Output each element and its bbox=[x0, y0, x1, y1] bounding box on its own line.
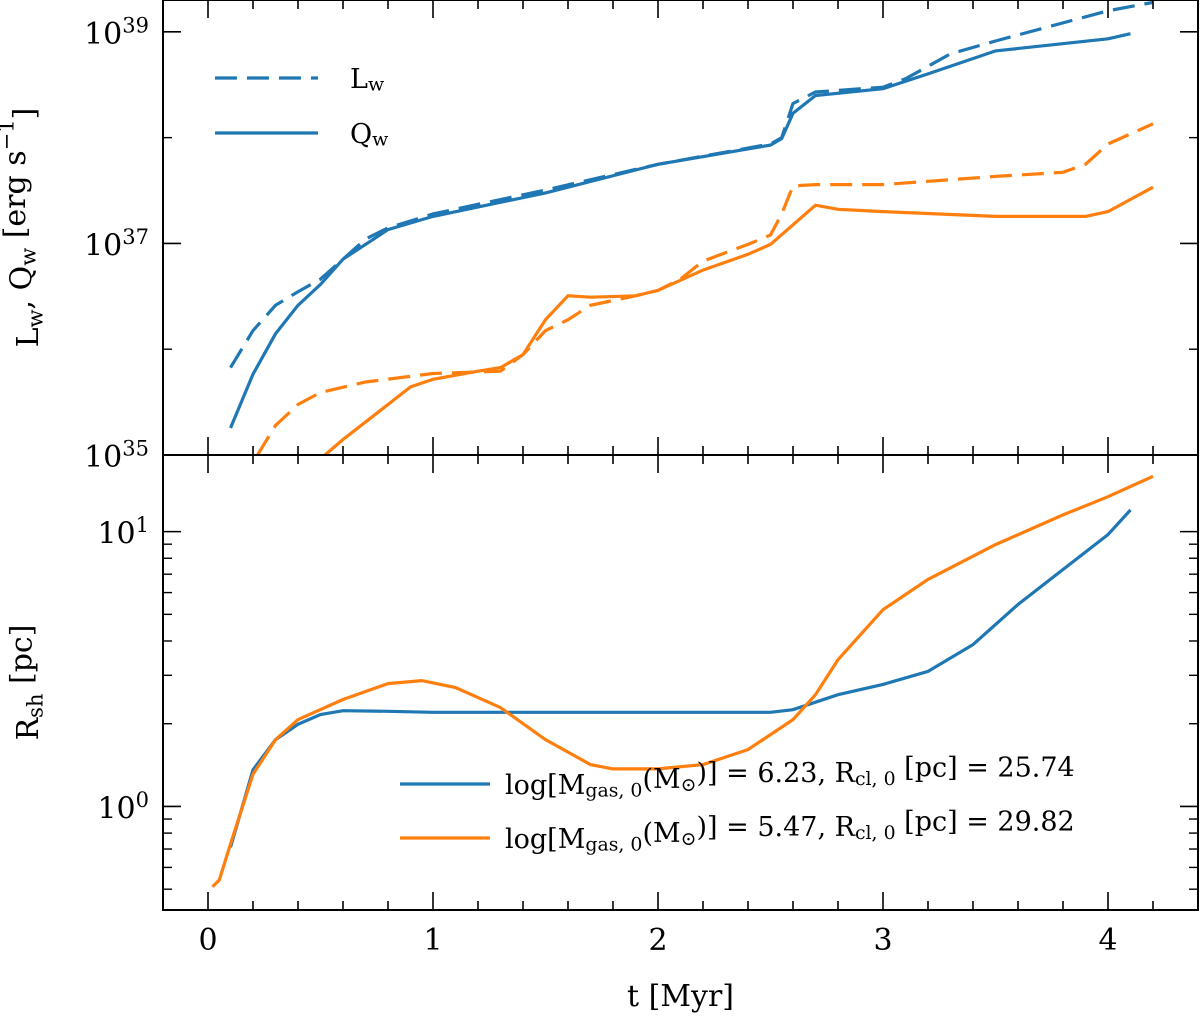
legend-label: Qw​ bbox=[350, 119, 388, 151]
plot-area bbox=[229, 0, 1154, 455]
y-tick-label: 101​ bbox=[97, 513, 149, 552]
x-tick-label: 0 bbox=[198, 923, 217, 958]
x-tick-label: 2 bbox=[648, 923, 667, 958]
legend-label: log[Mgas, 0​(M⊙​)] = 6.23, Rcl, 0​ [pc] … bbox=[505, 752, 1075, 802]
y-tick-label: 1039​ bbox=[84, 13, 149, 52]
x-axis-label: t [Myr] bbox=[627, 979, 734, 1014]
series-line bbox=[229, 0, 1154, 369]
y-tick-label: 1035​ bbox=[84, 436, 149, 475]
plot-frame bbox=[162, 0, 1199, 456]
legend-label: log[Mgas, 0​(M⊙​)] = 5.47, Rcl, 0​ [pc] … bbox=[505, 806, 1075, 856]
plot-frame bbox=[162, 454, 1199, 911]
series-line bbox=[323, 185, 1154, 455]
y-tick-label: 100​ bbox=[97, 788, 149, 827]
plot-area bbox=[211, 474, 1154, 888]
legend-label: Lw​ bbox=[350, 64, 384, 96]
series-line bbox=[228, 508, 1132, 848]
y-axis-label: Lw​, Qw​ [erg s−1​] bbox=[0, 108, 47, 348]
y-axis-label: Rsh​ [pc] bbox=[4, 625, 46, 741]
x-tick-label: 3 bbox=[873, 923, 892, 958]
x-tick-label: 1 bbox=[423, 923, 442, 958]
x-tick-label: 4 bbox=[1098, 923, 1117, 958]
series-line bbox=[229, 32, 1131, 429]
y-tick-label: 1037​ bbox=[84, 224, 149, 263]
series-line bbox=[211, 474, 1154, 888]
series-line bbox=[256, 122, 1154, 455]
